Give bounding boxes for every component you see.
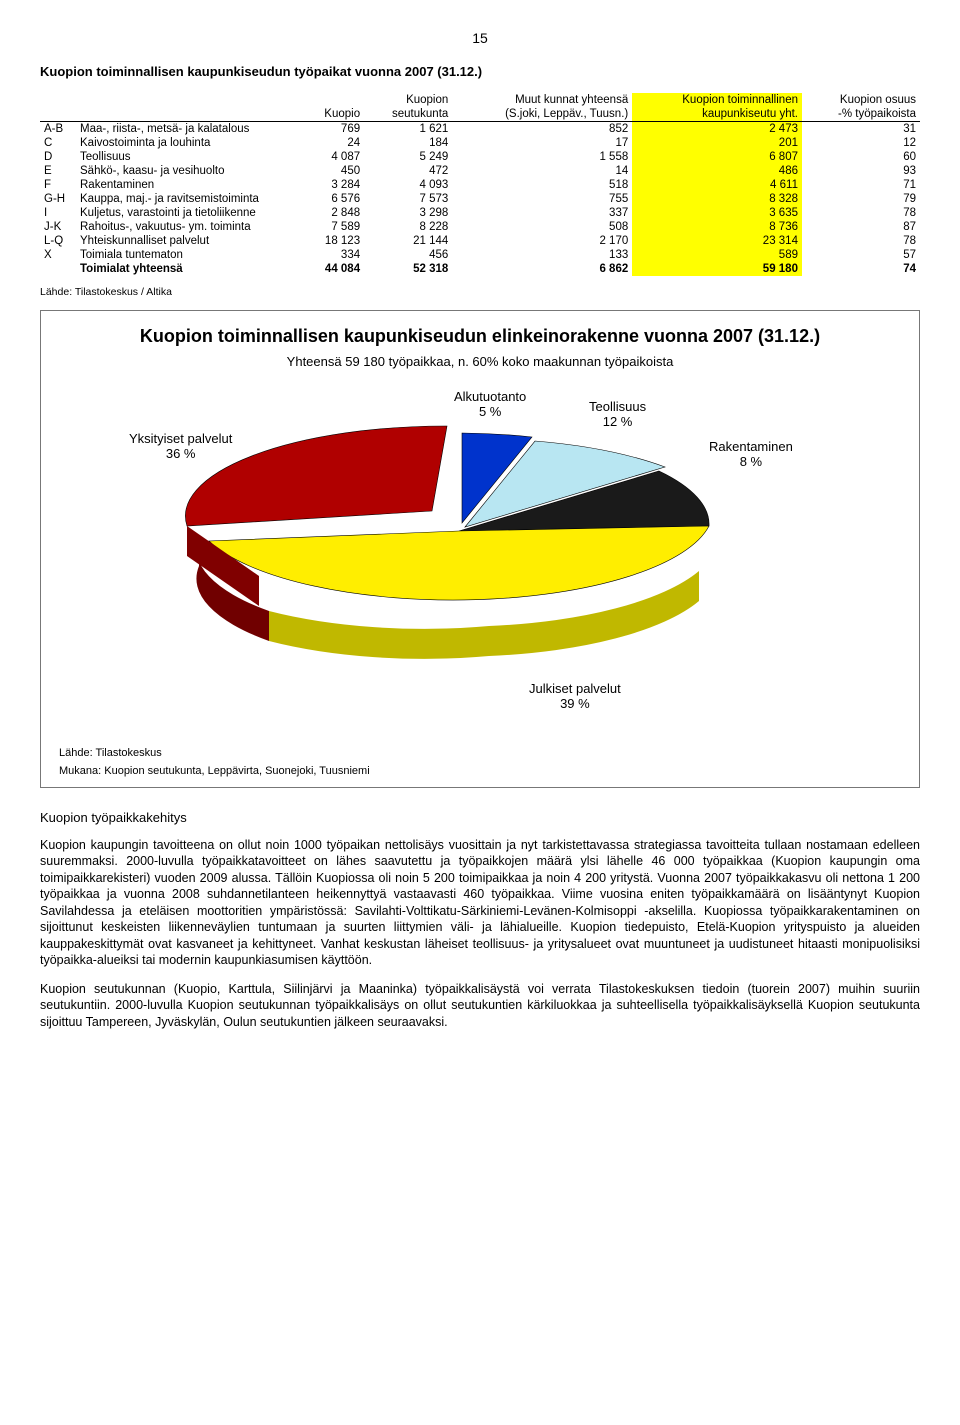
th-c2-bot: seutukunta: [364, 107, 452, 122]
table-row: FRakentaminen3 2844 0935184 61171: [40, 178, 920, 192]
pie-chart: Yksityiset palvelut36 % Alkutuotanto5 % …: [59, 381, 901, 741]
chart-subtitle: Yhteensä 59 180 työpaikkaa, n. 60% koko …: [265, 354, 695, 369]
table-total-row: Toimialat yhteensä44 08452 3186 86259 18…: [40, 262, 920, 276]
table-row: J-KRahoitus-, vakuutus- ym. toiminta7 58…: [40, 220, 920, 234]
page-title: Kuopion toiminnallisen kaupunkiseudun ty…: [40, 64, 920, 79]
table-row: L-QYhteiskunnalliset palvelut18 12321 14…: [40, 234, 920, 248]
table-row: A-BMaa-, riista-, metsä- ja kalatalous76…: [40, 122, 920, 137]
section-heading: Kuopion työpaikkakehitys: [40, 810, 920, 825]
th-c4-top: Kuopion toiminnallinen: [632, 93, 802, 107]
chart-source-2: Mukana: Kuopion seutukunta, Leppävirta, …: [59, 765, 901, 777]
table-source: Lähde: Tilastokeskus / Altika: [40, 286, 920, 298]
table-row: CKaivostoiminta ja louhinta241841720112: [40, 136, 920, 150]
industry-table: Kuopion Muut kunnat yhteensä Kuopion toi…: [40, 93, 920, 276]
table-row: XToimiala tuntematon33445613358957: [40, 248, 920, 262]
th-c3-bot: (S.joki, Leppäv., Tuusn.): [452, 107, 632, 122]
chart-source-1: Lähde: Tilastokeskus: [59, 747, 901, 759]
th-c3-top: Muut kunnat yhteensä: [452, 93, 632, 107]
paragraph-1: Kuopion kaupungin tavoitteena on ollut n…: [40, 837, 920, 969]
slice-label-yksityiset: Yksityiset palvelut36 %: [129, 431, 232, 462]
slice-label-rakentaminen: Rakentaminen8 %: [709, 439, 793, 470]
slice-label-julkiset: Julkiset palvelut39 %: [529, 681, 621, 712]
th-c1: Kuopio: [304, 107, 364, 122]
th-c5-top: Kuopion osuus: [802, 93, 920, 107]
th-c5-bot: -% työpaikoista: [802, 107, 920, 122]
th-c2-top: Kuopion: [364, 93, 452, 107]
table-row: ESähkö-, kaasu- ja vesihuolto45047214486…: [40, 164, 920, 178]
table-row: G-HKauppa, maj.- ja ravitsemistoiminta6 …: [40, 192, 920, 206]
th-c4-bot: kaupunkiseutu yht.: [632, 107, 802, 122]
table-row: DTeollisuus4 0875 2491 5586 80760: [40, 150, 920, 164]
table-row: IKuljetus, varastointi ja tietoliikenne2…: [40, 206, 920, 220]
page-number: 15: [40, 30, 920, 46]
chart-container: Kuopion toiminnallisen kaupunkiseudun el…: [40, 310, 920, 788]
slice-label-alkutuotanto: Alkutuotanto5 %: [454, 389, 526, 420]
slice-label-teollisuus: Teollisuus12 %: [589, 399, 646, 430]
chart-title: Kuopion toiminnallisen kaupunkiseudun el…: [59, 325, 901, 348]
paragraph-2: Kuopion seutukunnan (Kuopio, Karttula, S…: [40, 981, 920, 1031]
